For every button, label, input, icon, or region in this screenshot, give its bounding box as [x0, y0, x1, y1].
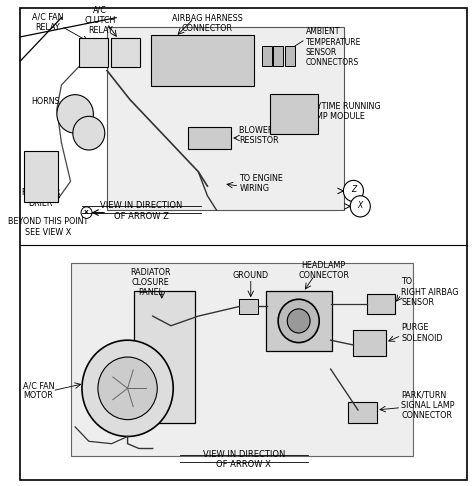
- FancyBboxPatch shape: [367, 294, 395, 314]
- FancyBboxPatch shape: [111, 38, 140, 67]
- FancyBboxPatch shape: [79, 38, 108, 67]
- FancyBboxPatch shape: [134, 291, 195, 423]
- Text: AIRBAG HARNESS
CONNECTOR: AIRBAG HARNESS CONNECTOR: [172, 14, 243, 33]
- Text: BLOWER MOTOR
RESISTOR: BLOWER MOTOR RESISTOR: [239, 126, 306, 145]
- Text: A/C FAN
MOTOR: A/C FAN MOTOR: [23, 381, 55, 400]
- FancyBboxPatch shape: [71, 263, 413, 456]
- Text: A/C FAN
RELAY: A/C FAN RELAY: [32, 13, 64, 32]
- Text: PARK/TURN
SIGNAL LAMP
CONNECTOR: PARK/TURN SIGNAL LAMP CONNECTOR: [401, 390, 455, 420]
- Text: TO
RIGHT AIRBAG
SENSOR: TO RIGHT AIRBAG SENSOR: [401, 277, 459, 307]
- FancyBboxPatch shape: [284, 46, 294, 66]
- Text: VIEW IN DIRECTION
OF ARROW Z: VIEW IN DIRECTION OF ARROW Z: [100, 202, 182, 221]
- Text: X: X: [358, 201, 363, 210]
- Text: Z: Z: [351, 186, 356, 194]
- Text: BEYOND THIS POINT
SEE VIEW X: BEYOND THIS POINT SEE VIEW X: [8, 217, 88, 237]
- Text: X: X: [84, 210, 89, 215]
- Circle shape: [287, 309, 310, 333]
- Text: VIEW IN DIRECTION
OF ARROW X: VIEW IN DIRECTION OF ARROW X: [203, 450, 285, 469]
- Text: RADIATOR
CLOSURE
PANEL: RADIATOR CLOSURE PANEL: [130, 267, 171, 297]
- Circle shape: [278, 299, 319, 343]
- FancyBboxPatch shape: [20, 8, 467, 480]
- Circle shape: [343, 180, 364, 202]
- Circle shape: [73, 116, 105, 150]
- Circle shape: [350, 196, 370, 217]
- Circle shape: [98, 357, 157, 419]
- FancyBboxPatch shape: [239, 299, 258, 314]
- Text: A/C
CLUTCH
RELAY: A/C CLUTCH RELAY: [84, 5, 116, 35]
- FancyBboxPatch shape: [151, 35, 255, 87]
- FancyBboxPatch shape: [273, 46, 283, 66]
- Text: HORNS: HORNS: [31, 97, 60, 106]
- Circle shape: [57, 95, 93, 133]
- Circle shape: [82, 340, 173, 436]
- Text: AMBIENT
TEMPERATURE
SENSOR
CONNECTORS: AMBIENT TEMPERATURE SENSOR CONNECTORS: [306, 27, 361, 68]
- Circle shape: [81, 207, 92, 218]
- Text: DAYTIME RUNNING
LAMP MODULE: DAYTIME RUNNING LAMP MODULE: [306, 102, 380, 121]
- Text: HEADLAMP
CONNECTOR: HEADLAMP CONNECTOR: [298, 260, 349, 280]
- FancyBboxPatch shape: [270, 94, 318, 134]
- Text: GROUND: GROUND: [233, 271, 269, 280]
- Text: TO ENGINE
WIRING: TO ENGINE WIRING: [239, 174, 283, 193]
- Text: PURGE
SOLENOID: PURGE SOLENOID: [401, 323, 443, 343]
- FancyBboxPatch shape: [262, 46, 272, 66]
- FancyBboxPatch shape: [266, 291, 331, 351]
- FancyBboxPatch shape: [348, 402, 377, 422]
- FancyBboxPatch shape: [107, 27, 344, 210]
- Text: RECEIVER
DRIER: RECEIVER DRIER: [21, 189, 61, 208]
- FancyBboxPatch shape: [353, 330, 386, 356]
- FancyBboxPatch shape: [188, 127, 231, 149]
- FancyBboxPatch shape: [24, 152, 58, 202]
